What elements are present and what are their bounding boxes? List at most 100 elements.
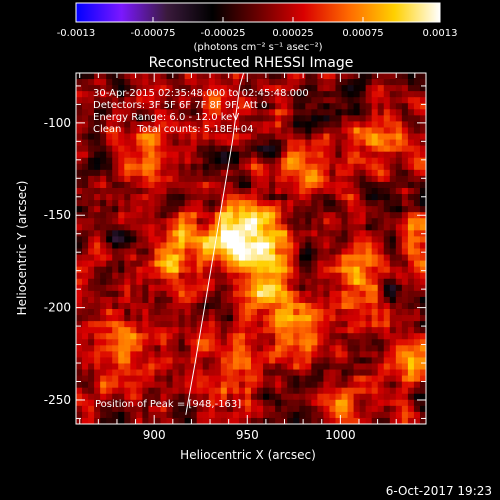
heatmap-cell [347, 363, 355, 371]
heatmap-cell [184, 224, 192, 231]
heatmap-cell [251, 315, 258, 322]
heatmap-cell [118, 339, 125, 346]
heatmap-cell [94, 194, 101, 201]
heatmap-cell [371, 218, 379, 225]
heatmap-cell [88, 139, 95, 147]
heatmap-cell [106, 194, 113, 201]
heatmap-cell [106, 381, 113, 389]
heatmap-cell [257, 181, 264, 189]
heatmap-cell [353, 296, 361, 304]
heatmap-cell [82, 272, 89, 280]
heatmap-cell [226, 309, 234, 316]
heatmap-cell [323, 333, 331, 340]
heatmap-cell [214, 115, 222, 123]
heatmap-cell [287, 260, 294, 268]
heatmap-cell [220, 103, 228, 110]
heatmap-cell [184, 133, 192, 141]
heatmap-cell [100, 194, 107, 201]
heatmap-cell [172, 121, 180, 129]
heatmap-cell [251, 85, 258, 92]
heatmap-cell [178, 242, 186, 250]
heatmap-cell [160, 278, 168, 286]
heatmap-cell [269, 339, 276, 346]
heatmap-cell [293, 224, 300, 231]
heatmap-cell [287, 296, 294, 304]
heatmap-cell [317, 91, 325, 98]
heatmap-cell [299, 321, 306, 328]
heatmap-cell [299, 163, 306, 171]
heatmap-cell [281, 163, 288, 171]
heatmap-cell [160, 73, 168, 80]
heatmap-cell [226, 236, 234, 244]
heatmap-cell [76, 169, 83, 177]
heatmap-cell [407, 254, 415, 262]
heatmap-cell [190, 187, 198, 195]
heatmap-cell [323, 363, 331, 371]
heatmap-cell [275, 296, 282, 304]
heatmap-cell [100, 369, 107, 377]
heatmap-cell [401, 218, 409, 225]
heatmap-cell [238, 333, 246, 340]
heatmap-cell [220, 266, 228, 274]
heatmap-cell [347, 260, 355, 268]
heatmap-cell [238, 248, 246, 256]
heatmap-cell [172, 315, 180, 322]
heatmap-cell [311, 157, 318, 165]
heatmap-cell [106, 163, 113, 171]
heatmap-cell [106, 333, 113, 340]
heatmap-cell [419, 163, 426, 171]
heatmap-cell [263, 266, 270, 274]
heatmap-cell [172, 254, 180, 262]
heatmap-cell [232, 363, 240, 371]
heatmap-cell [172, 109, 180, 116]
heatmap-cell [238, 363, 246, 371]
heatmap-cell [190, 151, 198, 159]
heatmap-cell [130, 218, 137, 225]
heatmap-cell [94, 145, 101, 153]
heatmap-cell [407, 405, 415, 413]
heatmap-cell [419, 260, 426, 268]
heatmap-cell [371, 363, 379, 371]
heatmap-cell [341, 79, 349, 86]
heatmap-cell [202, 181, 210, 189]
heatmap-cell [389, 79, 397, 86]
heatmap-cell [82, 375, 89, 383]
heatmap-cell [220, 248, 228, 256]
heatmap-cell [263, 309, 270, 316]
heatmap-cell [419, 393, 426, 401]
heatmap-cell [389, 387, 397, 395]
heatmap-cell [329, 218, 337, 225]
heatmap-cell [160, 266, 168, 274]
heatmap-cell [263, 363, 270, 371]
heatmap-cell [82, 79, 89, 86]
heatmap-cell [401, 224, 409, 231]
heatmap-cell [136, 175, 143, 183]
heatmap-cell [317, 399, 325, 407]
heatmap-cell [208, 127, 216, 135]
heatmap-cell [317, 151, 325, 159]
heatmap-cell [100, 79, 107, 86]
heatmap-cell [82, 85, 89, 92]
heatmap-cell [244, 248, 252, 256]
heatmap-cell [281, 224, 288, 231]
heatmap-cell [413, 272, 421, 280]
heatmap-cell [196, 224, 204, 231]
heatmap-cell [407, 73, 415, 80]
heatmap-cell [365, 181, 373, 189]
heatmap-cell [377, 327, 385, 334]
heatmap-cell [413, 393, 421, 401]
heatmap-cell [287, 399, 294, 407]
heatmap-cell [335, 363, 343, 371]
heatmap-cell [341, 327, 349, 334]
heatmap-cell [347, 127, 355, 135]
heatmap-cell [196, 115, 204, 123]
heatmap-cell [419, 381, 426, 389]
heatmap-cell [365, 375, 373, 383]
heatmap-cell [323, 260, 331, 268]
heatmap-cell [299, 236, 306, 244]
heatmap-cell [82, 339, 89, 346]
heatmap-cell [341, 272, 349, 280]
heatmap-cell [263, 278, 270, 286]
heatmap-cell [329, 115, 337, 123]
heatmap-cell [299, 242, 306, 250]
